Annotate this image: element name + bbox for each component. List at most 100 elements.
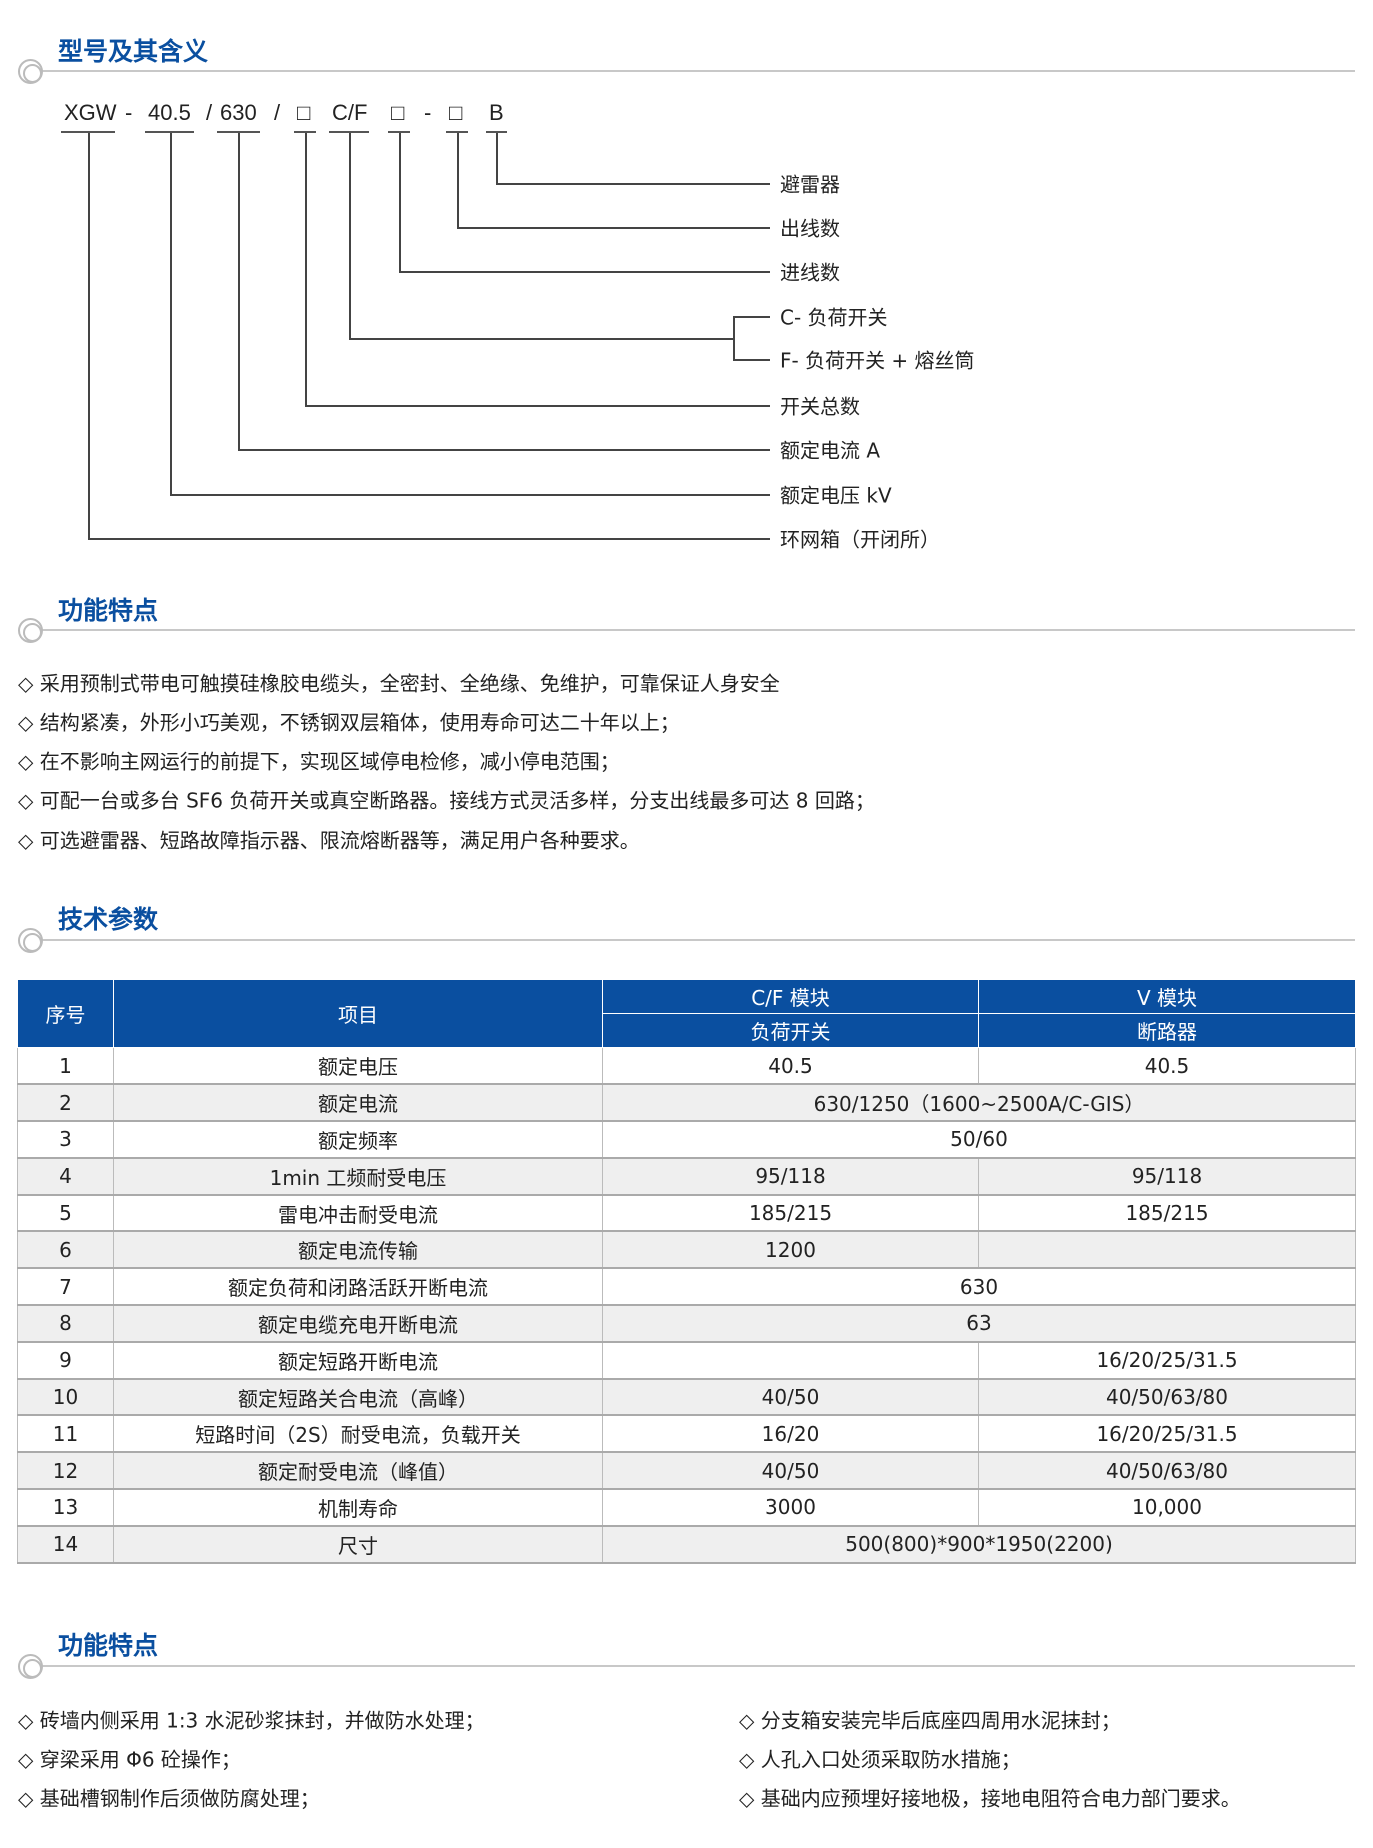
table-cell: 16/20/25/31.5 <box>978 1415 1356 1454</box>
leader-vertical <box>457 133 459 227</box>
model-code-part: XGW <box>64 100 117 125</box>
table-cell: 额定负荷和闭路活跃开断电流 <box>113 1268 603 1307</box>
table-cell: 额定电压 <box>113 1047 603 1086</box>
table-cell: 500(800)*900*1950(2200) <box>602 1525 1356 1564</box>
table-cell: 额定电流传输 <box>113 1231 603 1270</box>
table-row: 13 机制寿命 3000 10,000 <box>17 1489 1356 1527</box>
install-item: ◇ 基础内应预埋好接地极，接地电阻符合电力部门要求。 <box>739 1786 1241 1811</box>
th-v: V 模块 <box>978 979 1356 1014</box>
meaning-label: 避雷器 <box>780 172 840 197</box>
table-cell: 短路时间（2S）耐受电流，负载开关 <box>113 1415 603 1454</box>
divider <box>36 629 1355 631</box>
table-row: 4 1min 工频耐受电压 95/118 95/118 <box>17 1157 1356 1196</box>
table-row: 3 额定频率 50/60 <box>17 1121 1356 1159</box>
leader-vertical <box>349 133 351 338</box>
code-underline <box>294 131 316 133</box>
model-code-part: / <box>206 100 213 125</box>
table-cell: 10,000 <box>978 1489 1356 1527</box>
table-cell: 1min 工频耐受电压 <box>113 1157 603 1196</box>
table-cell: 16/20/25/31.5 <box>978 1341 1356 1380</box>
table-cell: 40.5 <box>602 1047 979 1086</box>
table-cell: 额定频率 <box>113 1121 603 1159</box>
meaning-label: C- 负荷开关 <box>780 305 888 330</box>
leader-vertical <box>238 133 240 449</box>
table-cell: 40/50/63/80 <box>978 1378 1356 1417</box>
table-cell: 9 <box>17 1341 114 1380</box>
leader-horizontal <box>305 405 770 407</box>
meaning-label: 出线数 <box>780 216 840 241</box>
table-row: 6 额定电流传输 1200 <box>17 1231 1356 1270</box>
model-code-part: C/F <box>332 100 368 125</box>
feature-item: ◇ 可选避雷器、短路故障指示器、限流熔断器等，满足用户各种要求。 <box>18 828 640 853</box>
table-cell: 额定短路开断电流 <box>113 1341 603 1380</box>
meaning-label: F- 负荷开关 + 熔丝筒 <box>780 348 975 373</box>
leader-vertical <box>170 133 172 494</box>
table-cell: 额定电流 <box>113 1084 603 1123</box>
table-cell: 12 <box>17 1452 114 1491</box>
table-cell: 额定耐受电流（峰值） <box>113 1452 603 1491</box>
table-cell: 40/50 <box>602 1452 979 1491</box>
code-underline <box>329 131 369 133</box>
th-cf-sub: 负荷开关 <box>602 1013 979 1048</box>
table-cell: 10 <box>17 1378 114 1417</box>
table-cell <box>602 1341 979 1380</box>
table-row: 11 短路时间（2S）耐受电流，负载开关 16/20 16/20/25/31.5 <box>17 1415 1356 1454</box>
table-cell: 5 <box>17 1194 114 1233</box>
model-code-part: B <box>489 100 504 125</box>
code-underline <box>145 131 194 133</box>
th-item: 项目 <box>113 979 603 1048</box>
table-cell <box>978 1231 1356 1270</box>
table-cell: 2 <box>17 1084 114 1123</box>
table-cell: 8 <box>17 1305 114 1343</box>
leader-horizontal <box>88 538 770 540</box>
bracket <box>733 316 770 318</box>
leader-horizontal <box>457 227 770 229</box>
meaning-label: 开关总数 <box>780 394 860 419</box>
code-underline <box>217 131 260 133</box>
model-code-part: □ <box>449 100 463 125</box>
model-code-part: 630 <box>220 100 257 125</box>
table-cell: 630/1250（1600~2500A/C-GIS） <box>602 1084 1356 1123</box>
install-item: ◇ 分支箱安装完毕后底座四周用水泥抹封； <box>739 1708 1121 1733</box>
table-cell: 13 <box>17 1489 114 1527</box>
model-code-part: - <box>125 100 133 125</box>
leader-vertical <box>496 133 498 183</box>
table-cell: 1 <box>17 1047 114 1086</box>
leader-horizontal <box>170 494 770 496</box>
bracket <box>733 316 735 360</box>
install-item: ◇ 人孔入口处须采取防水措施； <box>739 1747 1021 1772</box>
bracket <box>733 359 770 361</box>
table-cell: 6 <box>17 1231 114 1270</box>
table-row: 9 额定短路开断电流 16/20/25/31.5 <box>17 1341 1356 1380</box>
table-cell: 40/50/63/80 <box>978 1452 1356 1491</box>
table-cell: 7 <box>17 1268 114 1307</box>
feature-item: ◇ 采用预制式带电可触摸硅橡胶电缆头，全密封、全绝缘、免维护，可靠保证人身安全 <box>18 671 780 696</box>
table-cell: 机制寿命 <box>113 1489 603 1527</box>
leader-horizontal <box>349 338 733 340</box>
section-title-params: 技术参数 <box>58 905 159 934</box>
table-row: 8 额定电缆充电开断电流 63 <box>17 1305 1356 1343</box>
table-cell: 额定电缆充电开断电流 <box>113 1305 603 1343</box>
meaning-label: 额定电压 kV <box>780 483 892 508</box>
divider <box>36 1665 1355 1667</box>
leader-horizontal <box>496 183 770 185</box>
ring-icon <box>18 618 43 643</box>
leader-vertical <box>399 133 401 271</box>
table-cell: 95/118 <box>602 1157 979 1196</box>
table-cell: 尺寸 <box>113 1525 603 1564</box>
code-underline <box>388 131 410 133</box>
ring-icon <box>18 59 43 84</box>
install-item: ◇ 穿梁采用 Φ6 砼操作； <box>18 1747 241 1772</box>
divider <box>36 939 1355 941</box>
code-underline <box>446 131 468 133</box>
leader-vertical <box>305 133 307 405</box>
table-cell: 3000 <box>602 1489 979 1527</box>
table-cell: 185/215 <box>978 1194 1356 1233</box>
table-cell: 630 <box>602 1268 1356 1307</box>
table-cell: 雷电冲击耐受电流 <box>113 1194 603 1233</box>
table-cell: 185/215 <box>602 1194 979 1233</box>
model-code-part: - <box>424 100 432 125</box>
table-cell: 14 <box>17 1525 114 1564</box>
table-cell: 1200 <box>602 1231 979 1270</box>
table-cell: 40/50 <box>602 1378 979 1417</box>
